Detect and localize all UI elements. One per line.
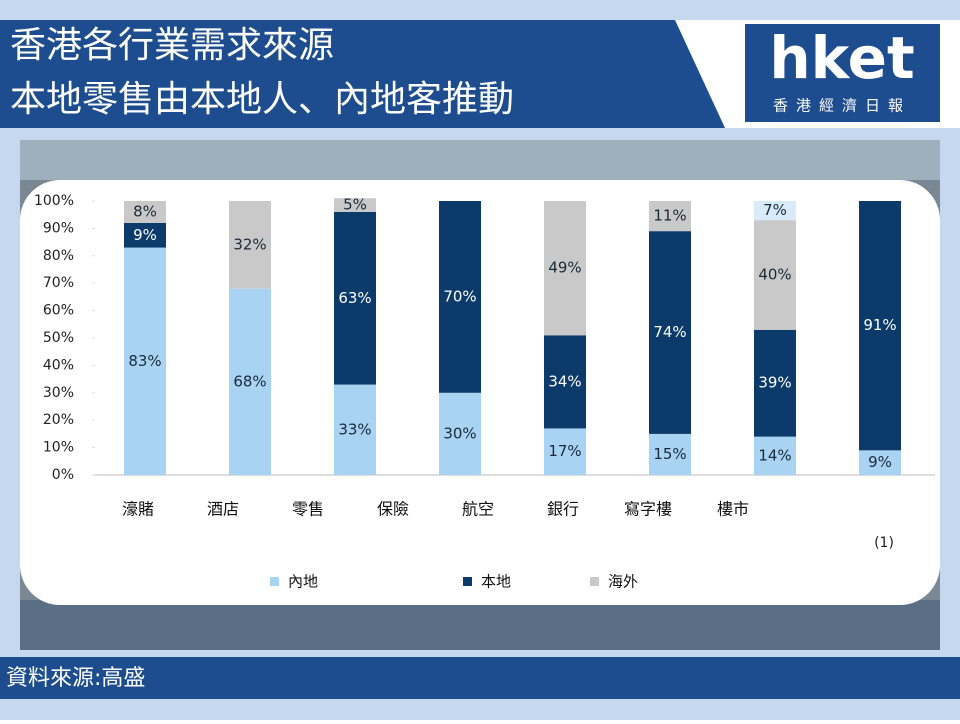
title-line: 本地零售由本地人、內地客推動 bbox=[10, 79, 514, 120]
legend-label: 本地 bbox=[481, 573, 511, 591]
bar-segment bbox=[334, 211, 376, 385]
value-label: 9% bbox=[868, 453, 892, 471]
y-tick-label: 70% bbox=[43, 275, 74, 291]
photo-background bbox=[20, 600, 940, 650]
bar-segment bbox=[544, 201, 586, 336]
value-label: 30% bbox=[443, 424, 476, 442]
x-tick-label: 航空 bbox=[462, 500, 494, 519]
legend-swatch bbox=[270, 577, 279, 586]
bar-segment bbox=[754, 201, 796, 221]
bar-segment bbox=[649, 433, 691, 475]
legend-label: 內地 bbox=[288, 573, 318, 591]
bar-segment bbox=[859, 450, 901, 475]
y-tick-label: 20% bbox=[43, 412, 74, 428]
value-label: 39% bbox=[758, 374, 791, 392]
bar-segment bbox=[754, 220, 796, 330]
bar-segment bbox=[229, 201, 271, 289]
source-band bbox=[0, 657, 960, 699]
y-tick-label: 30% bbox=[43, 385, 74, 401]
bar-segment bbox=[124, 247, 166, 475]
x-tick-label: 酒店 bbox=[207, 500, 239, 519]
legend-swatch bbox=[590, 577, 599, 586]
bar-segment bbox=[649, 231, 691, 434]
bar-segment bbox=[334, 198, 376, 212]
value-label: 70% bbox=[443, 287, 476, 305]
legend-label: 海外 bbox=[608, 573, 638, 591]
source: 資料來源:高盛 bbox=[6, 666, 145, 691]
value-label: 40% bbox=[758, 265, 791, 283]
value-label: 8% bbox=[133, 202, 157, 220]
value-label: 63% bbox=[338, 289, 371, 307]
value-label: 9% bbox=[133, 226, 157, 244]
value-label: 83% bbox=[128, 352, 161, 370]
value-label: 11% bbox=[653, 207, 686, 225]
y-tick-label: 40% bbox=[43, 357, 74, 373]
value-label: 17% bbox=[548, 442, 581, 460]
bar-segment bbox=[439, 201, 481, 393]
photo-background bbox=[20, 140, 940, 180]
bar-segment bbox=[754, 436, 796, 475]
x-tick-label: 銀行 bbox=[547, 500, 579, 519]
value-label: 32% bbox=[233, 235, 266, 253]
bar-segment bbox=[334, 384, 376, 475]
value-label: 7% bbox=[763, 201, 787, 219]
bar-segment bbox=[544, 335, 586, 429]
y-tick-label: 80% bbox=[43, 248, 74, 264]
value-label: 34% bbox=[548, 372, 581, 390]
y-tick-label: 60% bbox=[43, 303, 74, 319]
x-tick-label: 濠賭 bbox=[122, 500, 154, 519]
value-label: 5% bbox=[343, 196, 367, 214]
plot: 0% 10% 20% 30% 40% 50% 60% 70% 80% 90% 100% 濠賭 83% 9%… bbox=[34, 193, 935, 591]
bar-segment bbox=[544, 428, 586, 475]
bar-segment bbox=[229, 288, 271, 475]
logo-box bbox=[745, 24, 940, 122]
bar-segment bbox=[124, 201, 166, 223]
title-line: 香港各行業需求來源 bbox=[10, 25, 334, 66]
bar-segment bbox=[754, 329, 796, 437]
legend-swatch bbox=[463, 577, 472, 586]
note: (1) bbox=[874, 535, 894, 551]
bar-segment bbox=[124, 222, 166, 248]
bar-segment bbox=[439, 392, 481, 475]
x-tick-label: 樓市 bbox=[717, 500, 749, 519]
bar-segment bbox=[649, 201, 691, 232]
value-label: 14% bbox=[758, 446, 791, 464]
y-tick-label: 50% bbox=[43, 330, 74, 346]
bar-segment bbox=[859, 201, 901, 451]
y-tick-label: 10% bbox=[43, 440, 74, 456]
logo-subtitle: 香港經濟日報 bbox=[773, 97, 911, 115]
y-tick-label: 90% bbox=[43, 220, 74, 236]
value-label: 91% bbox=[863, 316, 896, 334]
value-label: 68% bbox=[233, 372, 266, 390]
y-tick-label: 100% bbox=[34, 193, 74, 209]
value-label: 33% bbox=[338, 420, 371, 438]
value-label: 15% bbox=[653, 445, 686, 463]
x-tick-label: 零售 bbox=[292, 500, 324, 519]
logo: hket bbox=[769, 24, 914, 92]
x-tick-label: 寫字樓 bbox=[624, 500, 672, 519]
x-tick-label: 保險 bbox=[377, 500, 409, 519]
y-tick-label: 0% bbox=[52, 467, 74, 483]
value-label: 74% bbox=[653, 323, 686, 341]
value-label: 49% bbox=[548, 259, 581, 277]
